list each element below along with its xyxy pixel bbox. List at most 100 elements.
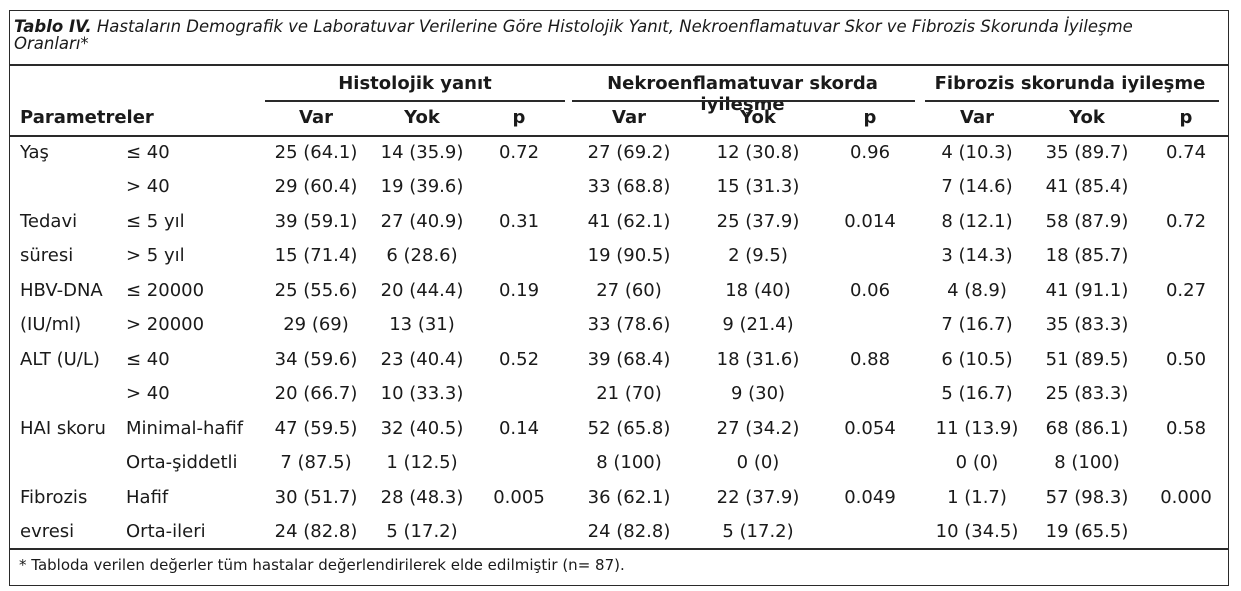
table-cell: 0.14 — [498, 418, 540, 439]
column-header: Var — [960, 107, 994, 128]
row-subgroup: > 20000 — [126, 314, 205, 335]
table-cell: 27 (60) — [596, 280, 662, 301]
table-cell: 0.06 — [849, 280, 891, 301]
row-subgroup: Orta-şiddetli — [126, 452, 238, 473]
row-subgroup: > 40 — [126, 176, 170, 197]
table-cell: 3 (14.3) — [941, 245, 1013, 266]
group-header-necroinflammatory: Nekroenflamatuvar skorda iyileşme — [607, 73, 878, 115]
table-cell: 5 (17.2) — [386, 521, 458, 542]
table-cell: 2 (9.5) — [728, 245, 788, 266]
table-cell: 0.014 — [844, 211, 896, 232]
table-cell: 0.50 — [1165, 349, 1207, 370]
table-cell: 7 (16.7) — [941, 314, 1013, 335]
row-subgroup: ≤ 40 — [126, 349, 170, 370]
table-cell: 39 (59.1) — [274, 211, 358, 232]
table-cell: 39 (68.4) — [587, 349, 671, 370]
table-cell: 68 (86.1) — [1045, 418, 1129, 439]
table-cell: 1 (1.7) — [947, 487, 1007, 508]
table-cell: 35 (83.3) — [1045, 314, 1129, 335]
table-cell: 8 (100) — [1054, 452, 1120, 473]
row-subgroup: Minimal-hafif — [126, 418, 244, 439]
table-cell: 0.72 — [498, 142, 540, 163]
parameters-header: Parametreler — [20, 107, 154, 128]
table-cell: 0.049 — [844, 487, 896, 508]
table-cell: 12 (30.8) — [716, 142, 800, 163]
table-cell: 21 (70) — [596, 383, 662, 404]
table-cell: 8 (100) — [596, 452, 662, 473]
row-parameter: Fibrozis — [20, 487, 88, 508]
group-header-histologic: Histolojik yanıt — [338, 73, 492, 94]
table-cell: 29 (69) — [283, 314, 349, 335]
table-cell: 0.88 — [849, 349, 891, 370]
table-cell: 15 (31.3) — [716, 176, 800, 197]
table-cell: 0.72 — [1165, 211, 1207, 232]
row-subgroup: > 40 — [126, 383, 170, 404]
table-cell: 0.19 — [498, 280, 540, 301]
table-cell: 32 (40.5) — [380, 418, 464, 439]
header-rule — [10, 135, 1228, 137]
table-cell: 25 (55.6) — [274, 280, 358, 301]
table-caption: Tablo IV. Hastaların Demografik ve Labor… — [14, 18, 1194, 52]
column-header: p — [1179, 107, 1193, 128]
row-parameter: Tedavi — [20, 211, 78, 232]
table-cell: 41 (62.1) — [587, 211, 671, 232]
table-cell: 52 (65.8) — [587, 418, 671, 439]
table-cell: 1 (12.5) — [386, 452, 458, 473]
row-parameter: Yaş — [20, 142, 49, 163]
table-cell: 7 (87.5) — [280, 452, 352, 473]
column-header: Yok — [740, 107, 776, 128]
row-subgroup: ≤ 20000 — [126, 280, 205, 301]
column-header: Yok — [404, 107, 440, 128]
table-cell: 10 (33.3) — [380, 383, 464, 404]
table-cell: 7 (14.6) — [941, 176, 1013, 197]
table-cell: 6 (10.5) — [941, 349, 1013, 370]
table-cell: 22 (37.9) — [716, 487, 800, 508]
table-cell: 8 (12.1) — [941, 211, 1013, 232]
table-cell: 11 (13.9) — [935, 418, 1019, 439]
table-cell: 33 (68.8) — [587, 176, 671, 197]
table-cell: 36 (62.1) — [587, 487, 671, 508]
table-cell: 4 (10.3) — [941, 142, 1013, 163]
table-cell: 0.000 — [1160, 487, 1212, 508]
table-cell: 5 (17.2) — [722, 521, 794, 542]
table-cell: 9 (30) — [730, 383, 786, 404]
table-cell: 33 (78.6) — [587, 314, 671, 335]
table-cell: 25 (83.3) — [1045, 383, 1129, 404]
table-cell: 13 (31) — [389, 314, 455, 335]
table-cell: 27 (40.9) — [380, 211, 464, 232]
table-cell: 25 (37.9) — [716, 211, 800, 232]
table-frame — [9, 10, 1229, 586]
table-cell: 34 (59.6) — [274, 349, 358, 370]
table-cell: 14 (35.9) — [380, 142, 464, 163]
table-cell: 0.054 — [844, 418, 896, 439]
table-cell: 0.31 — [498, 211, 540, 232]
group-underline-histologic — [265, 100, 565, 102]
table-cell: 20 (44.4) — [380, 280, 464, 301]
row-subgroup: ≤ 5 yıl — [126, 211, 185, 232]
table-cell: 18 (85.7) — [1045, 245, 1129, 266]
row-parameter: HBV-DNA — [20, 280, 103, 301]
table-cell: 57 (98.3) — [1045, 487, 1129, 508]
table-cell: 9 (21.4) — [722, 314, 794, 335]
table-cell: 35 (89.7) — [1045, 142, 1129, 163]
table-cell: 25 (64.1) — [274, 142, 358, 163]
table-cell: 0.52 — [498, 349, 540, 370]
row-parameter: ALT (U/L) — [20, 349, 100, 370]
column-header: p — [512, 107, 526, 128]
column-header: Yok — [1069, 107, 1105, 128]
group-underline-fibrosis — [925, 100, 1219, 102]
row-parameter: HAI skoru — [20, 418, 106, 439]
column-header: p — [863, 107, 877, 128]
table-cell: 15 (71.4) — [274, 245, 358, 266]
table-cell: 24 (82.8) — [274, 521, 358, 542]
table-cell: 29 (60.4) — [274, 176, 358, 197]
table-cell: 18 (31.6) — [716, 349, 800, 370]
group-header-fibrosis: Fibrozis skorunda iyileşme — [934, 73, 1206, 94]
table-cell: 0.005 — [493, 487, 545, 508]
row-subgroup: Orta-ileri — [126, 521, 206, 542]
row-parameter: süresi — [20, 245, 74, 266]
table-cell: 41 (91.1) — [1045, 280, 1129, 301]
table-cell: 5 (16.7) — [941, 383, 1013, 404]
table-cell: 10 (34.5) — [935, 521, 1019, 542]
caption-text: Hastaların Demografik ve Laboratuvar Ver… — [14, 17, 1133, 53]
